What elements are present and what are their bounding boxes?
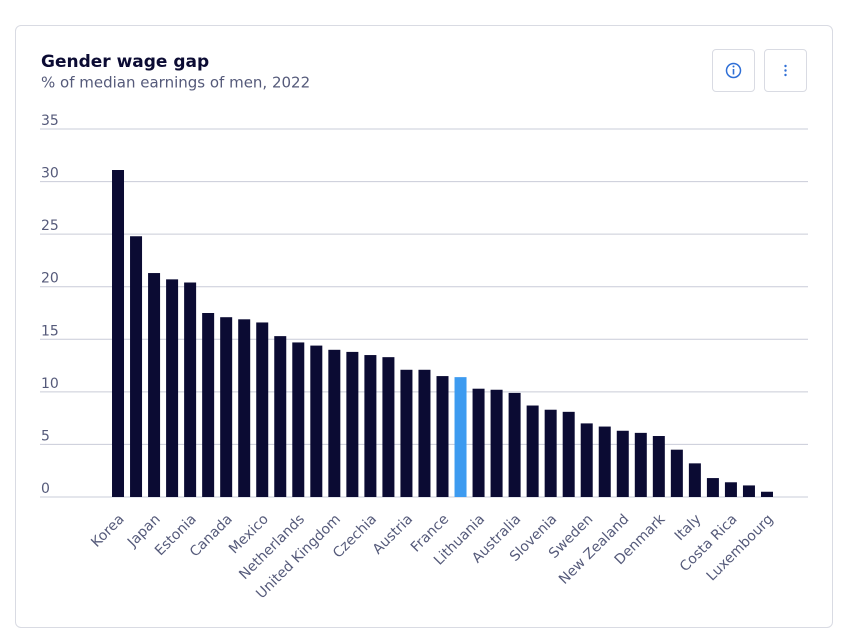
bar bbox=[238, 319, 251, 497]
y-tick-label: 25 bbox=[41, 218, 59, 234]
y-tick-label: 5 bbox=[41, 428, 50, 444]
bar bbox=[580, 423, 593, 497]
bar bbox=[418, 369, 431, 497]
bar bbox=[112, 170, 125, 497]
bar bbox=[166, 279, 179, 497]
bar bbox=[400, 369, 413, 497]
bar bbox=[526, 405, 539, 497]
bar bbox=[724, 482, 737, 497]
bar bbox=[454, 377, 467, 497]
menu-button[interactable] bbox=[764, 49, 807, 92]
bar bbox=[130, 236, 143, 497]
y-tick-label: 20 bbox=[41, 271, 59, 287]
bar bbox=[652, 436, 665, 497]
bar bbox=[346, 351, 359, 497]
bar bbox=[670, 449, 683, 497]
bar bbox=[688, 463, 701, 497]
bar bbox=[706, 478, 719, 497]
y-tick-label: 10 bbox=[41, 376, 59, 392]
bar bbox=[742, 485, 755, 497]
bar bbox=[328, 349, 341, 497]
bar bbox=[292, 342, 305, 497]
info-icon bbox=[725, 62, 742, 79]
bar bbox=[616, 430, 629, 497]
bar bbox=[544, 409, 557, 497]
bar bbox=[436, 376, 449, 497]
bar bbox=[256, 322, 269, 497]
bar bbox=[274, 336, 287, 497]
chart-subtitle: % of median earnings of men, 2022 bbox=[41, 74, 310, 92]
y-tick-label: 30 bbox=[41, 166, 59, 182]
menu-icon bbox=[784, 64, 787, 77]
bar bbox=[472, 388, 485, 497]
bar bbox=[202, 313, 215, 497]
bar bbox=[364, 355, 377, 497]
chart-title: Gender wage gap bbox=[41, 52, 209, 72]
x-tick-label: Korea bbox=[88, 511, 127, 550]
bar bbox=[760, 491, 773, 497]
y-tick-label: 0 bbox=[41, 481, 50, 497]
bar bbox=[310, 345, 323, 497]
bar bbox=[598, 426, 611, 497]
bar bbox=[220, 317, 233, 497]
y-tick-label: 15 bbox=[41, 323, 59, 339]
bar bbox=[634, 432, 647, 497]
bar bbox=[382, 357, 395, 497]
bar bbox=[508, 392, 521, 497]
x-tick-label: Italy bbox=[672, 511, 705, 544]
x-tick-label: Austria bbox=[370, 511, 416, 557]
bar bbox=[490, 389, 503, 497]
bar bbox=[184, 282, 197, 497]
y-tick-label: 35 bbox=[41, 113, 59, 129]
bar bbox=[562, 411, 575, 497]
info-button[interactable] bbox=[712, 49, 755, 92]
card bbox=[15, 25, 833, 628]
bar bbox=[148, 273, 161, 497]
